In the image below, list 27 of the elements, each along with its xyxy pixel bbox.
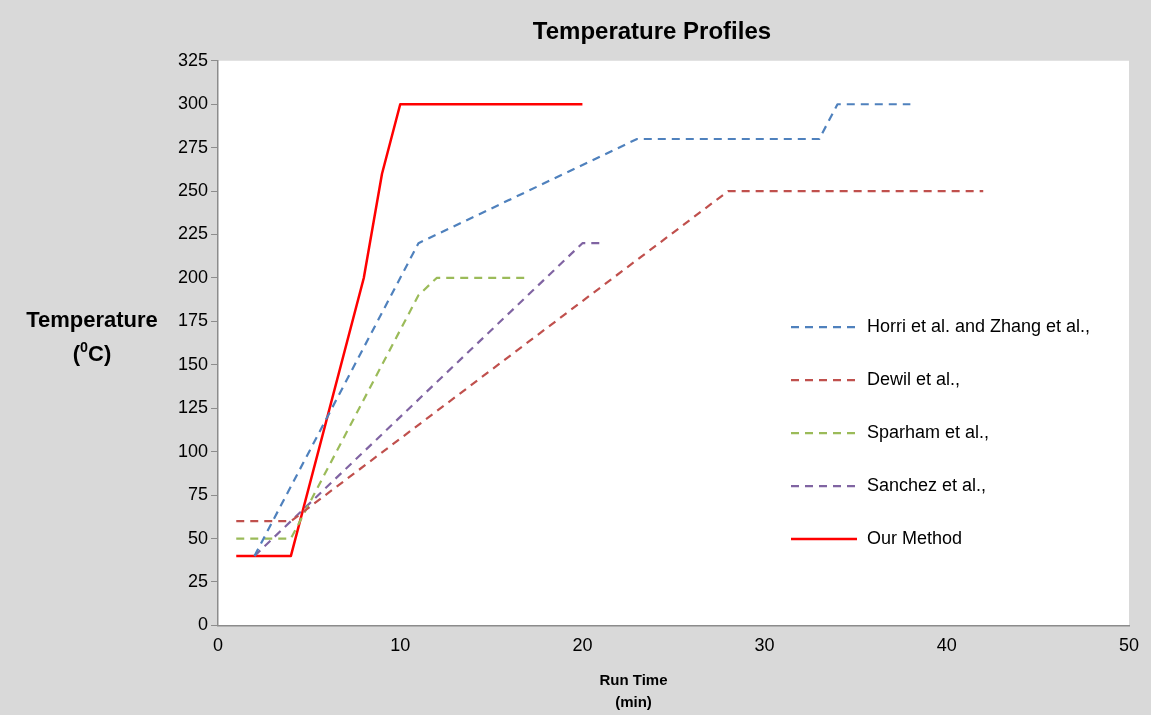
x-tick-label: 20	[572, 635, 593, 656]
legend-label: Horri et al. and Zhang et al.,	[867, 316, 1091, 337]
x-axis-title: Run Time (min)	[599, 671, 668, 711]
y-tick-label: 100	[177, 440, 209, 461]
y-tick-label: 175	[177, 310, 209, 331]
y-tick-label: 50	[188, 527, 209, 548]
y-tick-label: 150	[177, 353, 209, 374]
y-tick-label: 25	[188, 570, 209, 591]
legend-label: Dewil et al.,	[867, 369, 961, 390]
y-tick-label: 200	[177, 266, 209, 287]
legend-label: Our Method	[867, 528, 963, 549]
y-tick-label: 225	[177, 223, 209, 244]
y-tick-label: 300	[177, 93, 209, 114]
x-tick-label: 40	[936, 635, 957, 656]
y-tick-label: 275	[177, 136, 209, 157]
y-tick-label: 325	[177, 49, 209, 70]
y-tick-label: 125	[177, 397, 209, 418]
x-tick-label: 0	[213, 635, 224, 656]
x-tick-label: 30	[754, 635, 775, 656]
y-tick-label: 75	[188, 484, 209, 505]
chart-title: Temperature Profiles	[532, 17, 772, 45]
y-tick-label: 250	[177, 180, 209, 201]
x-tick-label: 10	[390, 635, 411, 656]
y-tick-label: 0	[198, 614, 209, 635]
legend-label: Sparham et al.,	[867, 422, 990, 443]
x-tick-label: 50	[1118, 635, 1140, 656]
legend-label: Sanchez et al.,	[867, 475, 987, 496]
